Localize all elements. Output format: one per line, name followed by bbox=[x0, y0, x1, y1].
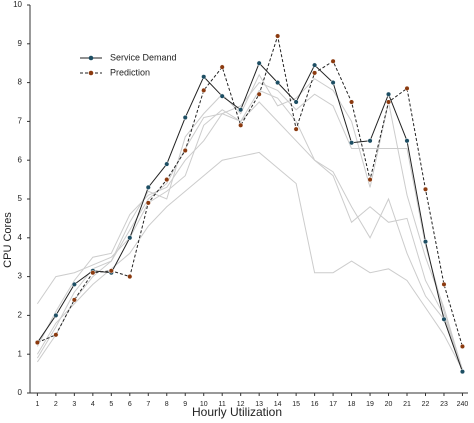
background-line bbox=[36, 101, 463, 370]
y-tick-label: 0 bbox=[18, 388, 23, 397]
x-tick-label: 18 bbox=[348, 401, 356, 408]
data-point bbox=[441, 316, 447, 322]
data-point bbox=[422, 239, 429, 245]
x-axis-label: Hourly Utilization bbox=[192, 405, 282, 419]
x-tick-label: 240 bbox=[457, 401, 469, 408]
x-tick-label: 16 bbox=[311, 401, 319, 408]
data-point bbox=[145, 200, 151, 206]
data-point bbox=[53, 312, 59, 318]
data-point bbox=[201, 74, 207, 80]
data-point bbox=[293, 126, 299, 132]
data-point bbox=[312, 70, 318, 76]
data-point bbox=[127, 274, 133, 280]
y-axis-label: CPU Cores bbox=[2, 212, 14, 268]
data-point bbox=[256, 60, 262, 66]
x-tick-label: 17 bbox=[329, 401, 337, 408]
data-point bbox=[145, 184, 151, 190]
y-tick-label: 6 bbox=[18, 155, 23, 164]
data-point bbox=[71, 281, 77, 287]
data-point bbox=[256, 91, 262, 97]
data-point bbox=[385, 99, 392, 105]
data-point bbox=[293, 99, 299, 105]
data-point bbox=[404, 85, 410, 91]
data-point bbox=[275, 33, 281, 39]
x-tick-label: 13 bbox=[255, 401, 263, 408]
background-line bbox=[36, 73, 463, 370]
x-tick-label: 14 bbox=[274, 401, 282, 408]
data-point bbox=[312, 62, 318, 68]
data-point bbox=[330, 58, 336, 64]
data-point bbox=[219, 93, 225, 99]
background-line bbox=[36, 89, 463, 370]
x-tick-label: 1 bbox=[35, 401, 39, 408]
y-tick-label: 1 bbox=[18, 349, 23, 358]
data-point bbox=[385, 91, 392, 97]
y-tick-label: 10 bbox=[13, 0, 22, 9]
background-line bbox=[36, 81, 463, 370]
x-tick-label: 8 bbox=[165, 401, 169, 408]
y-tick-label: 9 bbox=[18, 39, 23, 48]
x-tick-label: 3 bbox=[72, 401, 76, 408]
data-point bbox=[127, 235, 133, 241]
data-point bbox=[71, 297, 77, 303]
data-point bbox=[441, 281, 447, 287]
x-tick-label: 5 bbox=[109, 401, 113, 408]
series-line bbox=[36, 62, 463, 372]
data-point bbox=[422, 186, 429, 192]
legend-marker bbox=[88, 55, 94, 61]
data-point bbox=[219, 64, 225, 70]
x-tick-label: 20 bbox=[385, 401, 393, 408]
data-point bbox=[182, 114, 188, 121]
x-tick-label: 11 bbox=[219, 401, 226, 408]
x-tick-label: 9 bbox=[183, 401, 187, 408]
x-tick-label: 15 bbox=[292, 401, 300, 408]
x-tick-label: 12 bbox=[237, 401, 245, 408]
x-tick-label: 4 bbox=[91, 401, 95, 408]
x-tick-label: 23 bbox=[440, 401, 448, 408]
data-point bbox=[459, 369, 466, 375]
y-tick-label: 8 bbox=[18, 78, 23, 87]
data-point bbox=[182, 147, 188, 154]
data-point bbox=[164, 161, 170, 167]
data-point bbox=[330, 80, 336, 86]
data-point bbox=[238, 122, 244, 128]
legend-label: Prediction bbox=[110, 67, 150, 77]
x-tick-label: 7 bbox=[146, 401, 150, 408]
data-point bbox=[349, 99, 355, 105]
legend-label: Service Demand bbox=[110, 52, 177, 62]
data-point bbox=[90, 270, 96, 276]
data-point bbox=[164, 177, 170, 183]
legend-marker bbox=[88, 70, 94, 76]
series-line bbox=[37, 35, 463, 347]
data-point bbox=[367, 138, 373, 144]
x-tick-label: 2 bbox=[54, 401, 58, 408]
x-tick-label: 6 bbox=[128, 401, 132, 408]
data-point bbox=[201, 87, 207, 93]
data-point bbox=[367, 177, 373, 183]
data-point bbox=[404, 138, 410, 144]
data-point bbox=[34, 340, 40, 346]
data-point bbox=[53, 332, 59, 338]
y-tick-label: 4 bbox=[18, 233, 23, 242]
data-point bbox=[108, 268, 114, 274]
data-point bbox=[275, 80, 281, 86]
y-tick-label: 3 bbox=[18, 272, 23, 281]
data-point bbox=[349, 140, 355, 146]
y-tick-label: 7 bbox=[18, 117, 23, 126]
data-point bbox=[459, 343, 466, 349]
y-tick-label: 2 bbox=[18, 311, 23, 320]
x-tick-label: 19 bbox=[366, 401, 374, 408]
x-tick-label: 10 bbox=[200, 401, 208, 408]
y-tick-label: 5 bbox=[18, 194, 23, 203]
data-point bbox=[238, 107, 244, 113]
x-tick-label: 21 bbox=[403, 401, 411, 408]
x-tick-label: 22 bbox=[422, 401, 430, 408]
